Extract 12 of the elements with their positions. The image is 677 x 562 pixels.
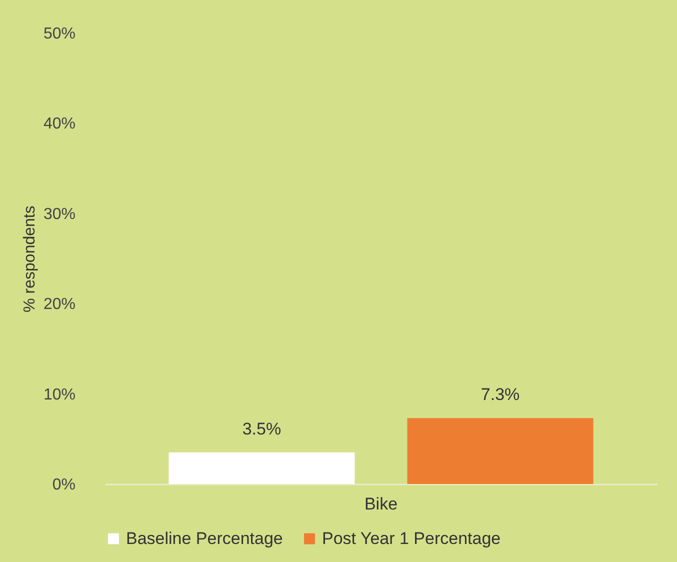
y-tick-label: 40% [43, 116, 76, 133]
data-label: 3.5% [242, 419, 282, 438]
legend-label: Post Year 1 Percentage [322, 528, 501, 548]
y-tick-label: 0% [52, 476, 76, 494]
y-tick-label: 20% [43, 296, 76, 314]
y-tick-label: 10% [43, 386, 76, 404]
y-tick-label: 30% [43, 206, 76, 223]
data-label: 7.3% [480, 385, 520, 404]
y-tick-label: 50% [43, 26, 76, 42]
legend-label: Baseline Percentage [126, 528, 283, 548]
y-axis-title: % respondents [21, 206, 38, 312]
x-tick-label: Bike [364, 494, 398, 514]
